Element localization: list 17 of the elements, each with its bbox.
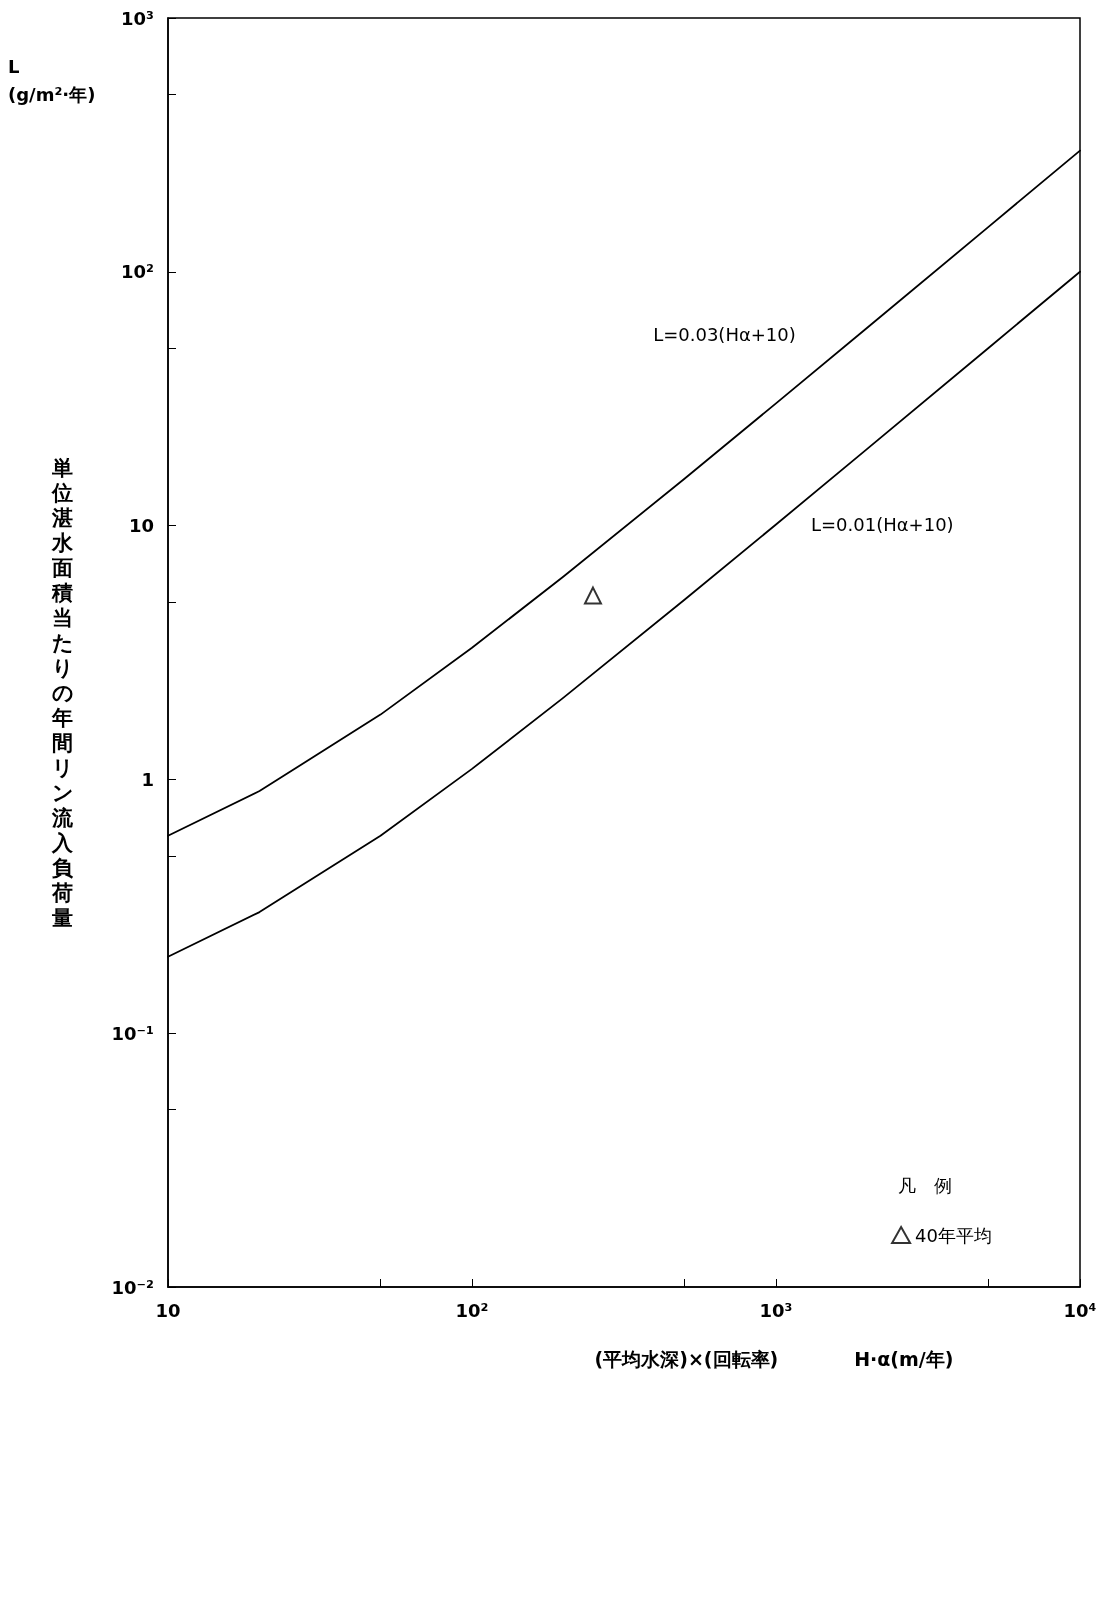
y-tick-label: 10⁻² — [111, 1276, 154, 1298]
series-label: L=0.01(Hα+10) — [811, 514, 954, 535]
series-label: L=0.03(Hα+10) — [653, 324, 796, 346]
y-tick-label: 10² — [121, 261, 154, 283]
text: 単位湛水面積当たりの年間リン流入負荷量 — [52, 455, 74, 930]
x-tick-label: 10 — [155, 1299, 181, 1321]
y-tick-label: 10⁻¹ — [111, 1022, 154, 1044]
y-tick-label: 10 — [128, 515, 154, 537]
legend-title: 凡 例 — [898, 1174, 952, 1196]
y-tick-label: 1 — [141, 768, 154, 790]
x-tick-label: 10⁴ — [1063, 1299, 1097, 1321]
x-tick-label: 10³ — [759, 1299, 793, 1321]
legend-label: 40年平均 — [915, 1224, 992, 1246]
y-tick-label: 10³ — [121, 7, 154, 29]
x-axis-title: (平均水深)×(回転率) H·α(m/年) — [594, 1347, 954, 1370]
x-tick-label: 10² — [455, 1299, 489, 1321]
text: L (g/m²·年) — [8, 55, 96, 105]
